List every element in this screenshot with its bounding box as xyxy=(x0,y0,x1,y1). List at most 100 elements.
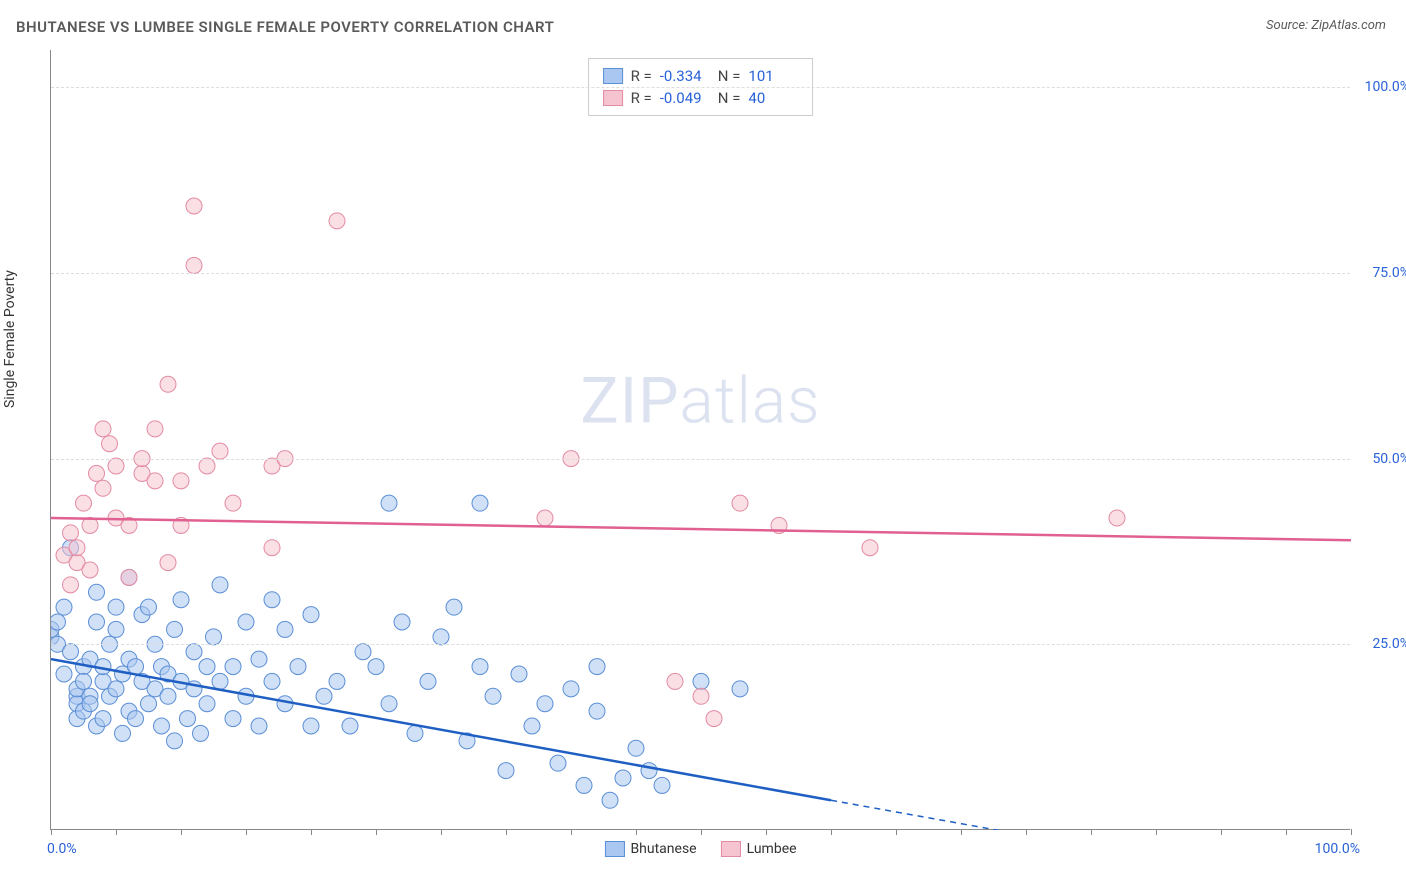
y-tick-label: 100.0% xyxy=(1355,79,1406,95)
scatter-point xyxy=(264,540,280,556)
scatter-point xyxy=(537,696,553,712)
scatter-point xyxy=(76,673,92,689)
scatter-point xyxy=(212,673,228,689)
n-label: N = xyxy=(718,89,741,107)
scatter-point xyxy=(141,696,157,712)
scatter-point xyxy=(537,510,553,526)
scatter-point xyxy=(108,681,124,697)
scatter-point xyxy=(550,755,566,771)
x-tick xyxy=(766,829,767,835)
scatter-point xyxy=(368,659,384,675)
x-tick xyxy=(311,829,312,835)
scatter-point xyxy=(511,666,527,682)
scatter-point xyxy=(160,555,176,571)
r-label: R = xyxy=(631,89,652,107)
scatter-point xyxy=(576,777,592,793)
scatter-point xyxy=(1109,510,1125,526)
scatter-point xyxy=(199,659,215,675)
scatter-point xyxy=(264,592,280,608)
gridline xyxy=(51,644,1350,645)
scatter-point xyxy=(433,629,449,645)
scatter-point xyxy=(89,465,105,481)
x-tick xyxy=(571,829,572,835)
scatter-point xyxy=(115,725,131,741)
scatter-point xyxy=(154,718,170,734)
scatter-point xyxy=(355,644,371,660)
gridline xyxy=(51,87,1350,88)
chart-plot-area: ZIPatlas R = -0.334 N = 101 R = -0.049 N… xyxy=(50,50,1350,830)
scatter-point xyxy=(394,614,410,630)
trend-line-bhutanese-dashed xyxy=(831,800,1286,830)
scatter-point xyxy=(706,711,722,727)
scatter-point xyxy=(303,607,319,623)
scatter-point xyxy=(186,644,202,660)
scatter-point xyxy=(654,777,670,793)
scatter-point xyxy=(141,599,157,615)
scatter-point xyxy=(63,577,79,593)
r-value-lumbee: -0.049 xyxy=(660,89,710,107)
source-credit: Source: ZipAtlas.com xyxy=(1266,18,1386,33)
x-tick xyxy=(441,829,442,835)
scatter-point xyxy=(420,673,436,689)
x-tick xyxy=(1156,829,1157,835)
scatter-point xyxy=(472,659,488,675)
scatter-point xyxy=(56,666,72,682)
y-axis-label: Single Female Poverty xyxy=(2,270,18,408)
scatter-point xyxy=(589,659,605,675)
x-axis-max-label: 100.0% xyxy=(1315,841,1360,857)
scatter-point xyxy=(732,681,748,697)
scatter-point xyxy=(167,621,183,637)
y-tick-label: 50.0% xyxy=(1355,451,1406,467)
swatch-bhutanese xyxy=(603,68,623,84)
legend: Bhutanese Lumbee xyxy=(604,841,796,857)
scatter-point xyxy=(82,562,98,578)
scatter-point xyxy=(446,599,462,615)
x-tick xyxy=(1091,829,1092,835)
scatter-point xyxy=(628,740,644,756)
x-axis-min-label: 0.0% xyxy=(47,841,77,857)
scatter-point xyxy=(277,621,293,637)
scatter-point xyxy=(264,673,280,689)
scatter-point xyxy=(589,703,605,719)
scatter-point xyxy=(147,473,163,489)
scatter-point xyxy=(108,458,124,474)
scatter-point xyxy=(472,495,488,511)
scatter-point xyxy=(225,711,241,727)
scatter-point xyxy=(407,725,423,741)
scatter-point xyxy=(82,696,98,712)
n-label: N = xyxy=(718,67,741,85)
scatter-point xyxy=(180,711,196,727)
x-tick xyxy=(961,829,962,835)
x-tick xyxy=(246,829,247,835)
scatter-point xyxy=(641,763,657,779)
scatter-point xyxy=(95,711,111,727)
legend-item-bhutanese: Bhutanese xyxy=(604,841,696,857)
r-value-bhutanese: -0.334 xyxy=(660,67,710,85)
scatter-point xyxy=(128,711,144,727)
scatter-point xyxy=(160,376,176,392)
x-tick xyxy=(116,829,117,835)
stats-row-lumbee: R = -0.049 N = 40 xyxy=(603,87,799,109)
x-tick xyxy=(181,829,182,835)
scatter-point xyxy=(108,621,124,637)
x-tick xyxy=(51,829,52,835)
y-tick-label: 25.0% xyxy=(1355,636,1406,652)
scatter-point xyxy=(102,436,118,452)
gridline xyxy=(51,273,1350,274)
scatter-point xyxy=(63,644,79,660)
scatter-point xyxy=(693,688,709,704)
legend-label-lumbee: Lumbee xyxy=(747,841,797,857)
scatter-point xyxy=(238,614,254,630)
scatter-point xyxy=(316,688,332,704)
scatter-point xyxy=(732,495,748,511)
scatter-point xyxy=(173,592,189,608)
scatter-point xyxy=(199,458,215,474)
x-tick xyxy=(376,829,377,835)
scatter-point xyxy=(225,659,241,675)
x-tick xyxy=(701,829,702,835)
stats-row-bhutanese: R = -0.334 N = 101 xyxy=(603,65,799,87)
x-tick xyxy=(1221,829,1222,835)
x-tick xyxy=(831,829,832,835)
scatter-point xyxy=(303,718,319,734)
scatter-point xyxy=(193,725,209,741)
